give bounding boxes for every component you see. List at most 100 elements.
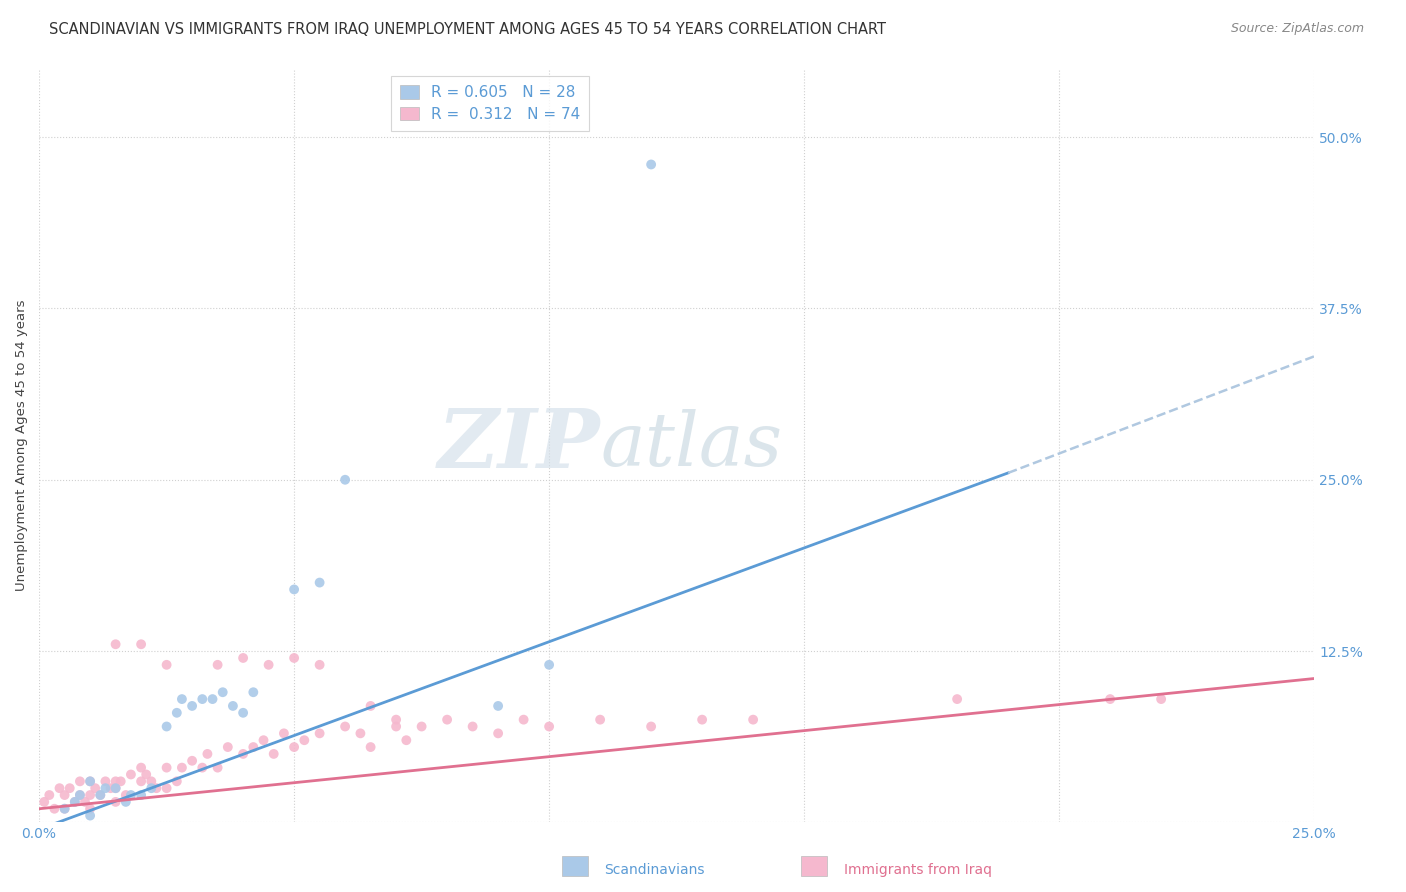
- Point: [69, 788, 91, 802]
- Text: SCANDINAVIAN VS IMMIGRANTS FROM IRAQ UNEMPLOYMENT AMONG AGES 45 TO 54 YEARS CORR: SCANDINAVIAN VS IMMIGRANTS FROM IRAQ UNE…: [49, 22, 886, 37]
- Point: [181, 698, 204, 713]
- Point: [100, 781, 122, 796]
- Point: [141, 774, 163, 789]
- Text: ZIP: ZIP: [437, 406, 600, 485]
- Point: [308, 726, 330, 740]
- Point: [207, 657, 229, 672]
- Text: Immigrants from Iraq: Immigrants from Iraq: [844, 863, 991, 877]
- Point: [53, 802, 76, 816]
- Point: [129, 637, 152, 651]
- Point: [538, 657, 561, 672]
- Point: [79, 802, 101, 816]
- Point: [63, 795, 86, 809]
- Point: [589, 713, 612, 727]
- Point: [273, 726, 295, 740]
- Point: [73, 795, 96, 809]
- Point: [486, 726, 509, 740]
- Point: [308, 575, 330, 590]
- Point: [120, 788, 142, 802]
- Point: [181, 754, 204, 768]
- Point: [232, 747, 254, 761]
- Point: [263, 747, 285, 761]
- Point: [690, 713, 713, 727]
- Point: [232, 651, 254, 665]
- Point: [69, 788, 91, 802]
- Point: [308, 657, 330, 672]
- Point: [242, 740, 264, 755]
- Point: [1099, 692, 1122, 706]
- Text: Scandinavians: Scandinavians: [605, 863, 704, 877]
- Point: [512, 713, 534, 727]
- Point: [104, 781, 127, 796]
- Point: [242, 685, 264, 699]
- Point: [32, 795, 55, 809]
- Point: [44, 802, 66, 816]
- Point: [486, 698, 509, 713]
- Point: [222, 698, 245, 713]
- Point: [69, 774, 91, 789]
- Point: [156, 761, 179, 775]
- Point: [283, 582, 305, 597]
- Point: [94, 781, 117, 796]
- Point: [114, 795, 136, 809]
- Point: [89, 788, 111, 802]
- Point: [145, 781, 167, 796]
- Point: [59, 781, 82, 796]
- Point: [104, 774, 127, 789]
- Point: [79, 774, 101, 789]
- Point: [170, 692, 193, 706]
- Point: [349, 726, 371, 740]
- Point: [156, 719, 179, 733]
- Point: [436, 713, 458, 727]
- Point: [211, 685, 233, 699]
- Point: [89, 788, 111, 802]
- Point: [191, 761, 214, 775]
- Point: [110, 774, 132, 789]
- Point: [217, 740, 239, 755]
- Point: [232, 706, 254, 720]
- Point: [946, 692, 969, 706]
- Point: [538, 719, 561, 733]
- Point: [129, 761, 152, 775]
- Point: [283, 740, 305, 755]
- Point: [129, 788, 152, 802]
- Point: [84, 781, 107, 796]
- Point: [385, 719, 408, 733]
- Text: atlas: atlas: [600, 409, 782, 482]
- Text: Source: ZipAtlas.com: Source: ZipAtlas.com: [1230, 22, 1364, 36]
- Point: [104, 637, 127, 651]
- Point: [166, 706, 188, 720]
- Point: [48, 781, 70, 796]
- Point: [120, 767, 142, 781]
- Point: [79, 788, 101, 802]
- Point: [166, 774, 188, 789]
- Point: [360, 698, 382, 713]
- Point: [104, 781, 127, 796]
- Point: [53, 802, 76, 816]
- Point: [197, 747, 219, 761]
- Point: [411, 719, 433, 733]
- Point: [156, 781, 179, 796]
- Point: [257, 657, 280, 672]
- Point: [141, 781, 163, 796]
- Point: [742, 713, 765, 727]
- Point: [283, 651, 305, 665]
- Legend: R = 0.605   N = 28, R =  0.312   N = 74: R = 0.605 N = 28, R = 0.312 N = 74: [391, 76, 589, 131]
- Point: [385, 713, 408, 727]
- Point: [333, 473, 356, 487]
- Point: [63, 795, 86, 809]
- Point: [461, 719, 484, 733]
- Point: [135, 767, 157, 781]
- Point: [252, 733, 274, 747]
- Point: [191, 692, 214, 706]
- Point: [640, 157, 662, 171]
- Point: [129, 774, 152, 789]
- Point: [292, 733, 315, 747]
- Point: [395, 733, 418, 747]
- Point: [114, 788, 136, 802]
- Y-axis label: Unemployment Among Ages 45 to 54 years: Unemployment Among Ages 45 to 54 years: [15, 300, 28, 591]
- Point: [360, 740, 382, 755]
- Point: [53, 788, 76, 802]
- Point: [170, 761, 193, 775]
- Point: [156, 657, 179, 672]
